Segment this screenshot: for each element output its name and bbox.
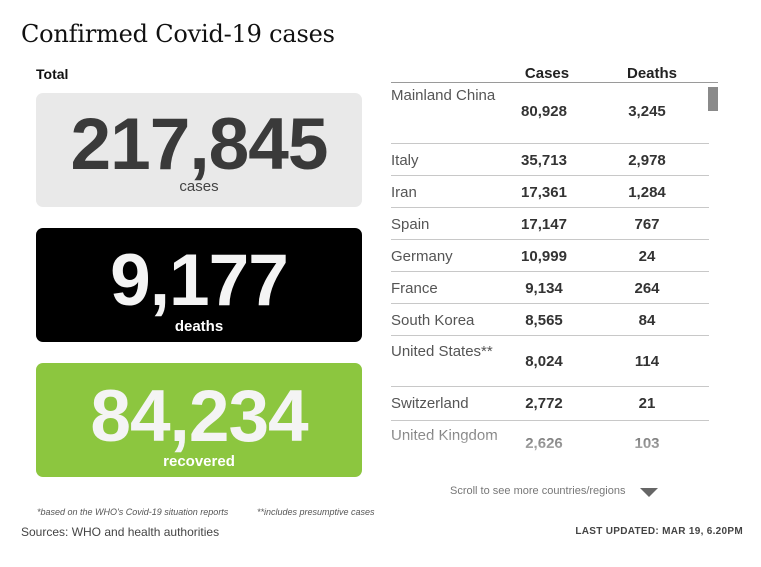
table-row: Germany 10,999 24 bbox=[391, 242, 709, 272]
country-deaths: 24 bbox=[638, 248, 656, 265]
total-label: Total bbox=[36, 66, 69, 82]
country-name: Mainland China bbox=[391, 87, 496, 104]
table-row: United States** 8,024 114 bbox=[391, 339, 709, 387]
country-deaths: 21 bbox=[638, 395, 656, 412]
country-cases: 35,713 bbox=[521, 152, 567, 169]
country-cases: 8,565 bbox=[525, 312, 563, 329]
deaths-total-label: deaths bbox=[174, 318, 224, 335]
deaths-total-value: 9,177 bbox=[110, 240, 289, 321]
table-row: United Kingdom 2,626 103 bbox=[391, 423, 709, 463]
country-name: United Kingdom bbox=[391, 427, 498, 444]
table-row: Italy 35,713 2,978 bbox=[391, 146, 709, 176]
table-row: Mainland China 80,928 3,245 bbox=[391, 83, 709, 144]
country-name: Italy bbox=[391, 152, 419, 169]
country-deaths: 3,245 bbox=[628, 103, 666, 120]
country-deaths: 2,978 bbox=[628, 152, 666, 169]
country-deaths: 114 bbox=[634, 353, 660, 370]
table-row: France 9,134 264 bbox=[391, 274, 709, 304]
country-deaths: 84 bbox=[638, 312, 656, 329]
sources-note: Sources: WHO and health authorities bbox=[21, 525, 220, 539]
country-deaths: 1,284 bbox=[628, 184, 666, 201]
cases-total-label: cases bbox=[179, 178, 219, 195]
recovered-total-label: recovered bbox=[163, 453, 235, 470]
country-table: Cases Deaths Mainland China 80,928 3,245 It… bbox=[391, 60, 718, 464]
country-name: South Korea bbox=[391, 312, 475, 329]
country-name: United States** bbox=[391, 343, 493, 360]
cases-column-header: Cases bbox=[524, 65, 570, 82]
country-cases: 2,626 bbox=[525, 435, 563, 452]
table-scrollbar[interactable] bbox=[708, 84, 718, 464]
country-deaths: 103 bbox=[634, 435, 660, 452]
last-updated: LAST UPDATED: MAR 19, 6.20PM bbox=[575, 526, 743, 537]
table-row: Switzerland 2,772 21 bbox=[391, 389, 709, 421]
table-row: Spain 17,147 767 bbox=[391, 210, 709, 240]
page-title: Confirmed Covid-19 cases bbox=[21, 20, 335, 48]
cases-stat-box: 217,845 cases bbox=[36, 93, 362, 207]
recovered-stat-box: 84,234 recovered bbox=[36, 363, 362, 477]
recovered-total-value: 84,234 bbox=[90, 376, 308, 457]
table-scrollbar-thumb[interactable] bbox=[708, 87, 718, 111]
country-cases: 17,361 bbox=[521, 184, 567, 201]
deaths-stat-box: 9,177 deaths bbox=[36, 228, 362, 342]
country-deaths: 767 bbox=[634, 216, 660, 233]
country-name: Switzerland bbox=[391, 395, 469, 412]
table-header: Cases Deaths bbox=[391, 60, 718, 83]
scroll-hint-text: Scroll to see more countries/regions bbox=[450, 485, 626, 497]
presumptive-footnote: **includes presumptive cases bbox=[257, 507, 375, 517]
country-name: Iran bbox=[391, 184, 417, 201]
table-row: South Korea 8,565 84 bbox=[391, 306, 709, 336]
country-deaths: 264 bbox=[634, 280, 660, 297]
deaths-column-header: Deaths bbox=[626, 65, 678, 82]
cases-total-value: 217,845 bbox=[70, 104, 329, 185]
country-cases: 8,024 bbox=[525, 353, 563, 370]
country-name: Germany bbox=[391, 248, 453, 265]
table-body-scroll-area[interactable]: Mainland China 80,928 3,245 Italy 35,713 2,97… bbox=[391, 83, 709, 463]
country-cases: 10,999 bbox=[521, 248, 567, 265]
table-row: Iran 17,361 1,284 bbox=[391, 178, 709, 208]
country-name: France bbox=[391, 280, 438, 297]
country-cases: 9,134 bbox=[525, 280, 563, 297]
chevron-down-icon[interactable] bbox=[640, 488, 658, 497]
who-footnote: *based on the WHO's Covid-19 situation r… bbox=[37, 507, 229, 517]
country-cases: 2,772 bbox=[525, 395, 563, 412]
country-cases: 17,147 bbox=[521, 216, 567, 233]
country-cases: 80,928 bbox=[521, 103, 567, 120]
country-name: Spain bbox=[391, 216, 430, 233]
